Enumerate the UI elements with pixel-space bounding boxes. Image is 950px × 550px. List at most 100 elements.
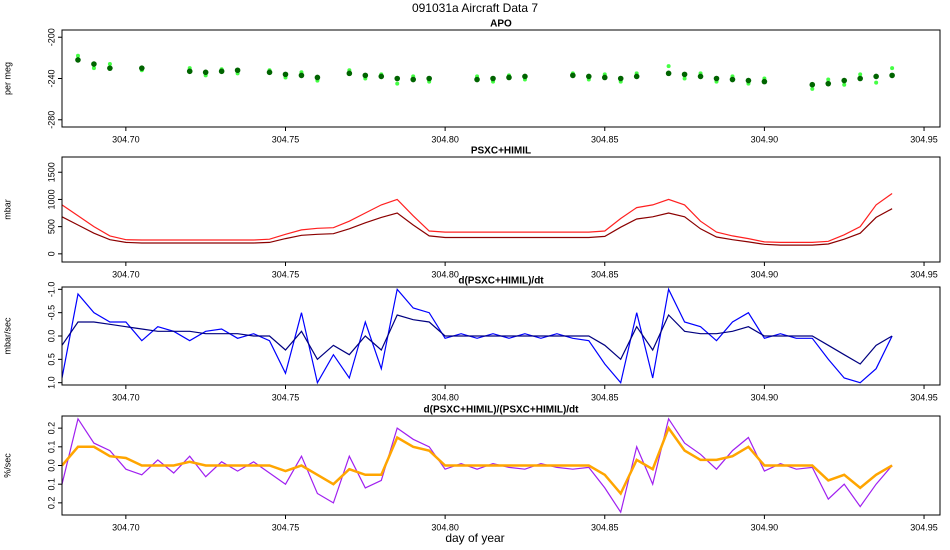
point [713,75,720,82]
point [601,74,608,81]
y-tick-label: 1500 [46,162,56,182]
point [266,69,273,76]
series-line [62,287,893,385]
point [234,67,241,74]
point [761,78,768,85]
x-tick-label: 304.90 [751,269,779,279]
panel-title: PSXC+HIMIL [471,146,531,157]
y-tick-label: -280 [46,111,56,129]
plot-frame [61,286,941,386]
point [362,72,369,79]
x-tick-label: 304.85 [591,522,619,532]
x-tick-label: 304.75 [272,269,300,279]
x-tick-label: 304.75 [272,134,300,144]
x-tick-label: 304.70 [112,134,140,144]
point [857,75,863,82]
point [842,82,847,87]
series-line [62,208,893,246]
x-tick-label: 304.95 [910,269,938,279]
plot-frame [61,29,941,128]
point [729,76,736,83]
point [75,53,80,58]
point [378,73,385,80]
point [426,75,432,82]
point [522,73,528,80]
y-tick-label: 0.1 [46,441,56,454]
point [826,77,831,82]
x-tick-label: 304.90 [751,392,779,402]
y-tick-label: 0.1 [46,478,56,491]
point [490,75,496,82]
point [617,75,624,82]
x-tick-label: 304.95 [910,134,938,144]
point [91,61,97,67]
point [873,73,879,80]
point [681,71,688,78]
plot-area [62,417,893,514]
point [506,74,512,81]
plot-area [75,53,895,91]
x-axis-label: day of year [445,531,504,545]
y-axis-label: per meg [2,62,12,95]
point [586,73,592,80]
point [825,80,832,87]
x-tick-label: 304.90 [751,522,779,532]
point [298,72,305,79]
y-tick-label: 500 [46,219,56,234]
x-tick-label: 304.80 [431,522,459,532]
point [346,70,353,77]
x-tick-label: 304.95 [910,522,938,532]
x-tick-label: 304.80 [431,392,459,402]
point [697,73,704,80]
x-tick-label: 304.90 [751,134,779,144]
x-tick-label: 304.70 [112,392,140,402]
y-tick-label: 0 [46,251,56,256]
point [682,76,687,81]
y-tick-label: 1000 [46,189,56,209]
plot-frame [61,156,941,263]
x-tick-label: 304.70 [112,522,140,532]
point [810,86,815,91]
y-tick-label: -200 [46,28,56,46]
y-axis-label: %/sec [2,453,12,478]
point [218,68,225,75]
point [107,62,112,67]
x-tick-label: 304.75 [272,392,300,402]
point [107,65,113,71]
point [889,72,895,79]
point [186,68,193,75]
point [91,66,96,71]
y-tick-label: 1.0 [46,376,56,389]
point [282,71,289,78]
point [474,76,480,83]
x-tick-label: 304.85 [591,269,619,279]
point [395,81,400,86]
point [874,80,879,85]
point [75,57,81,63]
chart-title: 091031a Aircraft Data 7 [412,1,538,15]
y-tick-label: 0.5 [46,353,56,366]
y-tick-label: 0.2 [46,422,56,435]
point [139,65,145,71]
point [314,74,321,81]
y-tick-label: 0.0 [46,330,56,343]
point [410,76,417,83]
point [809,81,816,88]
series-line [62,425,893,496]
series-line [62,193,893,243]
y-axis-label: mbar [2,199,12,220]
x-tick-label: 304.75 [272,522,300,532]
x-tick-label: 304.85 [591,134,619,144]
series-line [62,313,893,365]
x-tick-label: 304.80 [431,269,459,279]
point [745,77,752,84]
y-tick-label: -0.5 [46,305,56,321]
x-tick-label: 304.70 [112,269,140,279]
x-tick-label: 304.85 [591,392,619,402]
point [202,69,209,76]
point [890,66,895,71]
point [858,72,863,77]
panel-title: d(PSXC+HIMIL)/dt [458,276,544,287]
point [394,75,401,82]
y-tick-label: -240 [46,69,56,87]
